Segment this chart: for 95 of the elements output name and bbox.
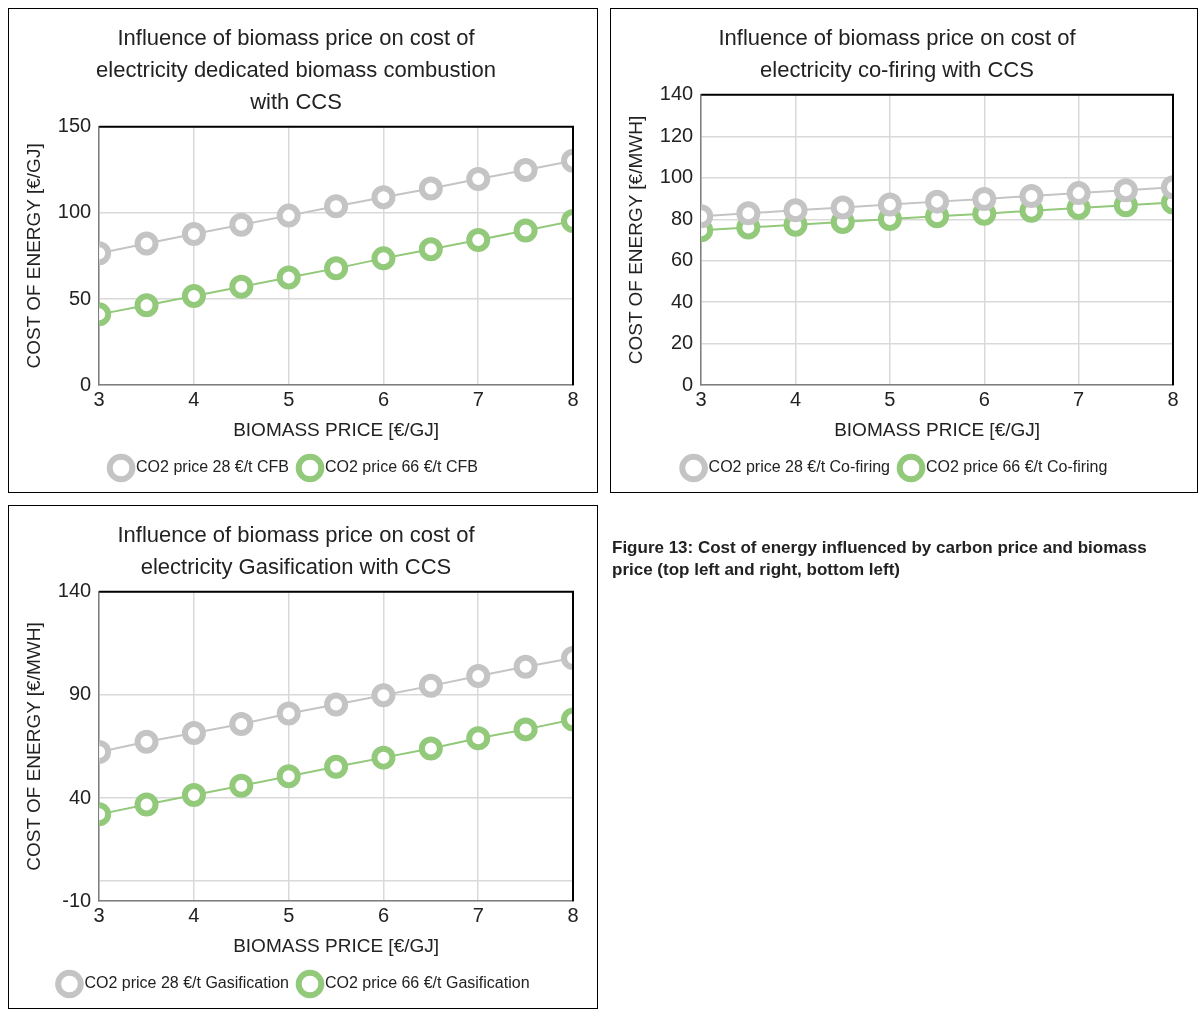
y-tick-label: 50 bbox=[68, 286, 92, 309]
point bbox=[134, 792, 159, 817]
point bbox=[371, 185, 396, 210]
y-tick-label: 120 bbox=[659, 123, 694, 146]
point bbox=[181, 721, 206, 746]
x-axis-title: BIOMASS PRICE [€/GJ] bbox=[834, 418, 1041, 440]
point bbox=[134, 293, 159, 318]
point bbox=[513, 654, 538, 679]
point bbox=[466, 726, 491, 751]
x-axis-title: BIOMASS PRICE [€/GJ] bbox=[233, 934, 440, 956]
point bbox=[276, 203, 301, 228]
x-tick-label: 4 bbox=[188, 387, 200, 410]
y-tick-label: 0 bbox=[80, 372, 92, 395]
point bbox=[181, 222, 206, 247]
point bbox=[371, 745, 396, 770]
x-tick-label: 8 bbox=[1167, 387, 1179, 410]
y-tick-label: 60 bbox=[670, 248, 694, 271]
point bbox=[1066, 181, 1091, 206]
point bbox=[324, 754, 349, 779]
point bbox=[324, 256, 349, 281]
point bbox=[134, 729, 159, 754]
y-tick-label: 20 bbox=[670, 331, 694, 354]
legend-label: CO2 price 28 €/t Co-firing bbox=[708, 458, 890, 476]
point bbox=[466, 663, 491, 688]
legend-label: CO2 price 28 €/t Gasification bbox=[84, 974, 290, 992]
x-tick-label: 3 bbox=[695, 387, 707, 410]
point bbox=[513, 717, 538, 742]
point bbox=[276, 701, 301, 726]
x-tick-label: 3 bbox=[93, 387, 105, 410]
point bbox=[418, 673, 443, 698]
y-tick-label: 40 bbox=[670, 289, 694, 312]
y-tick-label: 90 bbox=[68, 682, 92, 705]
x-tick-label: 6 bbox=[377, 903, 390, 926]
point bbox=[513, 157, 538, 182]
y-tick-label: 140 bbox=[57, 579, 92, 602]
legend-label: CO2 price 66 €/t Gasification bbox=[325, 974, 530, 992]
point bbox=[830, 195, 855, 220]
y-tick-label: 40 bbox=[68, 785, 92, 808]
point bbox=[877, 192, 902, 217]
x-tick-label: 7 bbox=[1073, 387, 1085, 410]
x-tick-label: 5 bbox=[283, 387, 295, 410]
point bbox=[229, 712, 254, 737]
x-tick-label: 5 bbox=[283, 903, 295, 926]
point bbox=[466, 167, 491, 192]
x-tick-label: 8 bbox=[567, 387, 579, 410]
point bbox=[1113, 178, 1138, 203]
x-tick-label: 3 bbox=[93, 903, 105, 926]
chart-title: Influence of biomass price on cost of electricity co-firing with CCS bbox=[718, 25, 1077, 82]
y-tick-label: 140 bbox=[659, 82, 694, 105]
y-tick-label: -10 bbox=[62, 888, 92, 911]
point bbox=[276, 764, 301, 789]
point bbox=[466, 228, 491, 253]
point bbox=[229, 212, 254, 237]
point bbox=[736, 201, 761, 226]
point bbox=[783, 198, 808, 223]
y-axis-title: COST OF ENERGY [€/MWH] bbox=[22, 622, 44, 871]
x-axis-title: BIOMASS PRICE [€/GJ] bbox=[233, 418, 440, 440]
point bbox=[513, 218, 538, 243]
y-tick-label: 0 bbox=[682, 372, 694, 395]
y-tick-label: 80 bbox=[670, 206, 694, 229]
point bbox=[181, 782, 206, 807]
y-tick-label: 150 bbox=[57, 114, 92, 137]
x-tick-label: 6 bbox=[978, 387, 990, 410]
point bbox=[181, 283, 206, 308]
y-axis-title: COST OF ENERGY [€/MWH] bbox=[624, 115, 646, 365]
y-axis-title: COST OF ENERGY [€/GJ] bbox=[22, 143, 44, 369]
x-tick-label: 4 bbox=[188, 903, 200, 926]
point bbox=[324, 194, 349, 219]
point bbox=[134, 231, 159, 256]
x-tick-label: 6 bbox=[377, 387, 390, 410]
point bbox=[1019, 184, 1044, 209]
point bbox=[324, 692, 349, 717]
chart-title: Influence of biomass price on cost of electricity Gasification with CCS bbox=[117, 522, 476, 579]
legend-label: CO2 price 66 €/t Co-firing bbox=[926, 458, 1108, 476]
legend-label: CO2 price 66 €/t CFB bbox=[325, 458, 478, 476]
point bbox=[418, 237, 443, 262]
x-tick-label: 7 bbox=[472, 903, 484, 926]
y-tick-label: 100 bbox=[659, 165, 694, 188]
legend-label: CO2 price 28 €/t CFB bbox=[136, 458, 290, 476]
point bbox=[371, 246, 396, 271]
chart-title: Influence of biomass price on cost of electricity dedicated biomass combustion with CCS bbox=[96, 25, 496, 114]
x-tick-label: 4 bbox=[789, 387, 802, 410]
x-tick-label: 8 bbox=[567, 903, 579, 926]
x-tick-label: 7 bbox=[472, 387, 484, 410]
point bbox=[925, 189, 950, 214]
point bbox=[371, 683, 396, 708]
point bbox=[418, 736, 443, 761]
point bbox=[276, 265, 301, 290]
point bbox=[418, 176, 443, 201]
caption: Figure 13: Cost of energy influenced by carbon price and biomass price (top left and right, bottom left) bbox=[612, 537, 1148, 581]
y-tick-label: 100 bbox=[57, 200, 92, 223]
point bbox=[229, 773, 254, 798]
point bbox=[229, 274, 254, 299]
x-tick-label: 5 bbox=[884, 387, 896, 410]
point bbox=[972, 186, 997, 211]
